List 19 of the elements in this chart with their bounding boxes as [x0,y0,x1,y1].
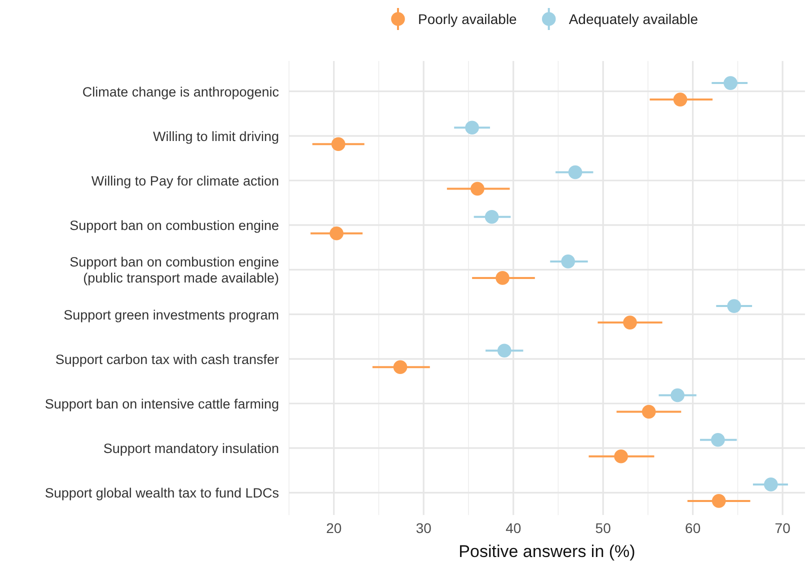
y-tick-label: Support global wealth tax to fund LDCs [44,486,280,501]
y-tick-label: Support green investments program [64,307,279,322]
x-tick-label: 60 [685,520,701,536]
x-tick-label: 40 [506,520,522,536]
y-tick-label: Support ban on intensive cattle farming [44,396,279,412]
y-tick-label: Climate change is anthropogenic [82,84,280,100]
y-tick-label: Support mandatory insulation [103,441,279,456]
y-tick-label: Support carbon tax with cash transfer [55,352,280,367]
y-tick-label: Support ban on combustion engine (public transport made available) [70,254,279,286]
x-axis-title: Positive answers in (%) [458,542,636,561]
legend-label: Adequately available [568,11,698,27]
x-tick-label: 20 [326,520,342,536]
x-tick-label: 50 [595,520,612,536]
y-tick-label: Support ban on combustion engine [70,218,279,234]
x-tick-label: 70 [774,520,791,536]
x-tick-label: 30 [416,520,432,536]
y-tick-label: Willing to limit driving [152,128,279,144]
legend-label: Poorly available [418,11,518,27]
y-tick-label: Willing to Pay for climate action [91,174,279,188]
